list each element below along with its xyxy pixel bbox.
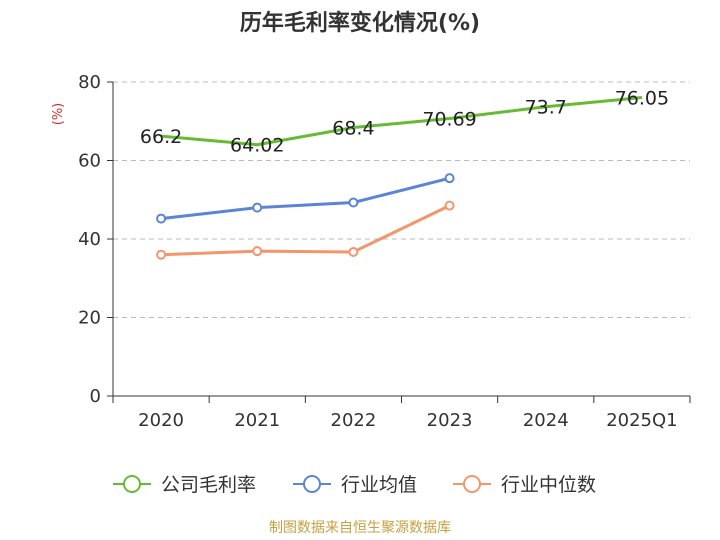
data-label: 76.05 [615,88,669,110]
data-label: 70.69 [422,109,476,131]
data-labels: 66.2 64.02 68.4 70.69 73.7 76.05 [140,88,669,157]
series-line-2 [160,176,450,221]
data-label: 66.2 [140,126,182,148]
series-line-3 [161,204,451,257]
series-point-3 [252,246,263,257]
series-point-2 [348,197,359,208]
series-line-1 [160,96,643,147]
x-tick-label: 2021 [234,410,280,431]
legend-item-1: 公司毛利率 [113,474,256,496]
x-tick-label: 2022 [331,410,377,431]
legend-item-3: 行业中位数 [453,474,596,496]
y-tick-label: 80 [78,72,101,93]
legend-item-2: 行业均值 [293,474,417,496]
data-label: 64.02 [230,135,284,157]
series-point-2 [156,213,167,224]
series-point-3 [444,200,455,211]
chart-title: 历年毛利率变化情况(%) [240,10,480,36]
x-tick-label: 2020 [138,410,184,431]
x-tick-label: 2024 [523,410,569,431]
axes: 0 20 40 60 80 2020 2021 2022 2023 2024 2025Q1 [78,72,691,431]
legend-marker [123,475,141,493]
y-tick-label: 20 [78,308,101,329]
series-point-2 [444,173,455,184]
legend-label: 行业中位数 [501,474,596,496]
series-point-2 [252,202,263,213]
source-note: 制图数据来自恒生聚源数据库 [269,520,451,536]
y-tick-label: 0 [90,386,101,407]
data-label: 68.4 [332,118,374,140]
y-tick-label: 40 [78,229,101,250]
legend-label: 行业均值 [341,474,417,496]
legend: 公司毛利率 行业均值 行业中位数 [113,474,596,496]
series-lines [156,96,643,260]
series-point-3 [348,246,359,257]
x-tick-label: 2023 [427,410,473,431]
x-tick-label: 2025Q1 [606,410,677,431]
series-point-3 [156,249,167,260]
y-tick-label: 60 [78,151,101,172]
data-label: 73.7 [525,97,567,119]
legend-label: 公司毛利率 [161,474,256,496]
legend-marker [303,475,321,493]
legend-marker [463,475,481,493]
grid-lines [113,81,690,318]
y-axis-unit: (%) [51,103,66,126]
